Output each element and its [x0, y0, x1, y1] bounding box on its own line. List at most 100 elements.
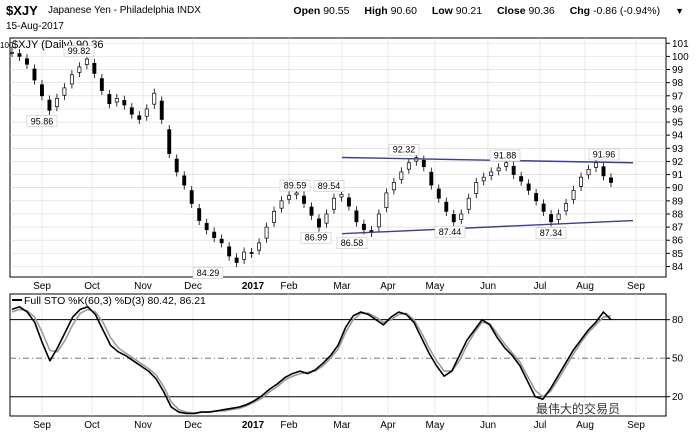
close-label: Close — [496, 5, 526, 17]
price-candle-body — [489, 171, 494, 176]
price-annotation: 91.88 — [494, 151, 517, 161]
price-tick-label: 96 — [672, 104, 684, 115]
price-candle-body — [159, 100, 164, 120]
stochastic-x-label: Feb — [280, 420, 298, 431]
symbol-label: $XJY — [6, 3, 38, 18]
price-annotation-box — [336, 237, 368, 249]
price-candle-body — [264, 226, 269, 239]
stochastic-tick-label: 20 — [672, 392, 684, 403]
chart-header: $XJY Japanese Yen - Philadelphia INDX 15… — [0, 0, 698, 38]
price-tick-label: 95 — [672, 118, 684, 129]
price-tick-label: 90 — [672, 183, 684, 194]
price-annotation-box — [588, 148, 620, 161]
price-annotation-box — [63, 45, 95, 57]
price-candle-body — [167, 129, 172, 154]
upper-trendline — [341, 156, 634, 164]
high-label: High — [364, 5, 388, 17]
price-annotation-box — [26, 115, 58, 128]
price-x-label: Feb — [280, 281, 298, 292]
price-candle-body — [279, 200, 284, 209]
stochastic-x-label: Apr — [380, 420, 396, 431]
stochastic-x-label: May — [426, 420, 445, 431]
price-tick-label: 84 — [672, 262, 684, 273]
price-candle-body — [444, 201, 449, 212]
price-tick-label: 88 — [672, 209, 684, 220]
price-candle-body — [579, 176, 584, 187]
price-annotation: 87.34 — [540, 228, 563, 238]
price-candle-body — [504, 162, 509, 167]
price-candle-body — [182, 175, 187, 186]
price-tick-label: 99 — [672, 65, 684, 76]
price-annotation: 87.44 — [439, 227, 462, 237]
price-annotation: 84.29 — [197, 268, 220, 278]
price-annotation: 86.58 — [341, 238, 364, 248]
stochastic-x-label: Nov — [134, 420, 152, 431]
price-candle-body — [466, 197, 471, 210]
price-tick-label: 86 — [672, 236, 684, 247]
quote-summary: Open 90.55 High 90.60 Low 90.21 Close 90… — [293, 5, 690, 17]
triangle-down-icon[interactable]: ▼ — [675, 6, 684, 16]
price-candle-body — [541, 203, 546, 212]
price-candle-body — [257, 242, 262, 251]
stochastic-panel-frame — [9, 293, 667, 417]
price-candle-body — [421, 159, 426, 168]
price-candle-body — [129, 107, 134, 115]
price-candle-body — [601, 166, 606, 177]
price-annotation: 89.54 — [318, 181, 341, 191]
price-candle-body — [496, 167, 501, 172]
price-candle-body — [586, 168, 591, 176]
price-tick-label: 85 — [672, 249, 684, 260]
price-candle-body — [99, 78, 104, 91]
close-value: 90.36 — [528, 5, 555, 17]
price-annotation: 92.32 — [393, 145, 416, 155]
price-candle-body — [137, 115, 142, 120]
price-annotation-box — [489, 149, 521, 162]
stochastic-x-label: Oct — [84, 420, 100, 431]
price-candle-body — [594, 162, 598, 168]
price-candle-body — [227, 246, 232, 257]
price-annotation-box — [388, 143, 420, 156]
stochastic-tick-label: 50 — [672, 354, 684, 365]
stochastic-x-label: Sep — [627, 420, 645, 431]
price-panel-frame — [9, 37, 667, 278]
price-candle-body — [62, 87, 67, 96]
high-value: 90.60 — [390, 5, 417, 17]
price-candle-body — [317, 218, 321, 228]
chg-label: Chg — [569, 5, 591, 17]
price-x-label: 2017 — [242, 281, 265, 292]
price-candle-body — [324, 213, 329, 224]
price-candle-body — [339, 193, 344, 198]
price-candle-body — [346, 197, 351, 207]
price-annotation: 99.82 — [68, 46, 91, 56]
price-candle-body — [384, 192, 389, 209]
open-value: 90.55 — [323, 5, 350, 17]
price-tick-label: 98 — [672, 78, 684, 89]
price-candle-body — [39, 84, 44, 97]
price-x-label: Oct — [84, 281, 100, 292]
price-annotation-box — [535, 227, 567, 239]
price-annotation-box — [434, 226, 466, 238]
price-candle-body — [287, 195, 291, 200]
price-tick-label: 97 — [672, 91, 684, 102]
price-candle-body — [242, 251, 247, 260]
watermark: 最伟大的交易员 — [536, 402, 621, 416]
stochastic-x-label: Jun — [480, 420, 496, 431]
price-tick-label: 100 — [672, 52, 689, 63]
price-x-label: Mar — [333, 281, 351, 292]
price-candle-body — [549, 214, 554, 223]
price-x-label: Sep — [33, 281, 51, 292]
price-annotation: 89.59 — [284, 181, 307, 191]
price-x-label: Dec — [184, 281, 202, 292]
price-candle-body — [92, 62, 97, 74]
price-candle-body — [107, 94, 112, 105]
price-candle-body — [511, 165, 516, 175]
price-x-label: Jun — [480, 281, 496, 292]
price-candle-body — [571, 189, 576, 200]
price-candle-body — [376, 213, 381, 228]
price-x-label: Jul — [534, 281, 547, 292]
price-candle-body — [69, 74, 74, 85]
price-tick-label: 92 — [672, 157, 684, 168]
price-candle-body — [249, 252, 254, 254]
price-candle-body — [294, 192, 299, 196]
price-annotation-box — [300, 231, 332, 244]
